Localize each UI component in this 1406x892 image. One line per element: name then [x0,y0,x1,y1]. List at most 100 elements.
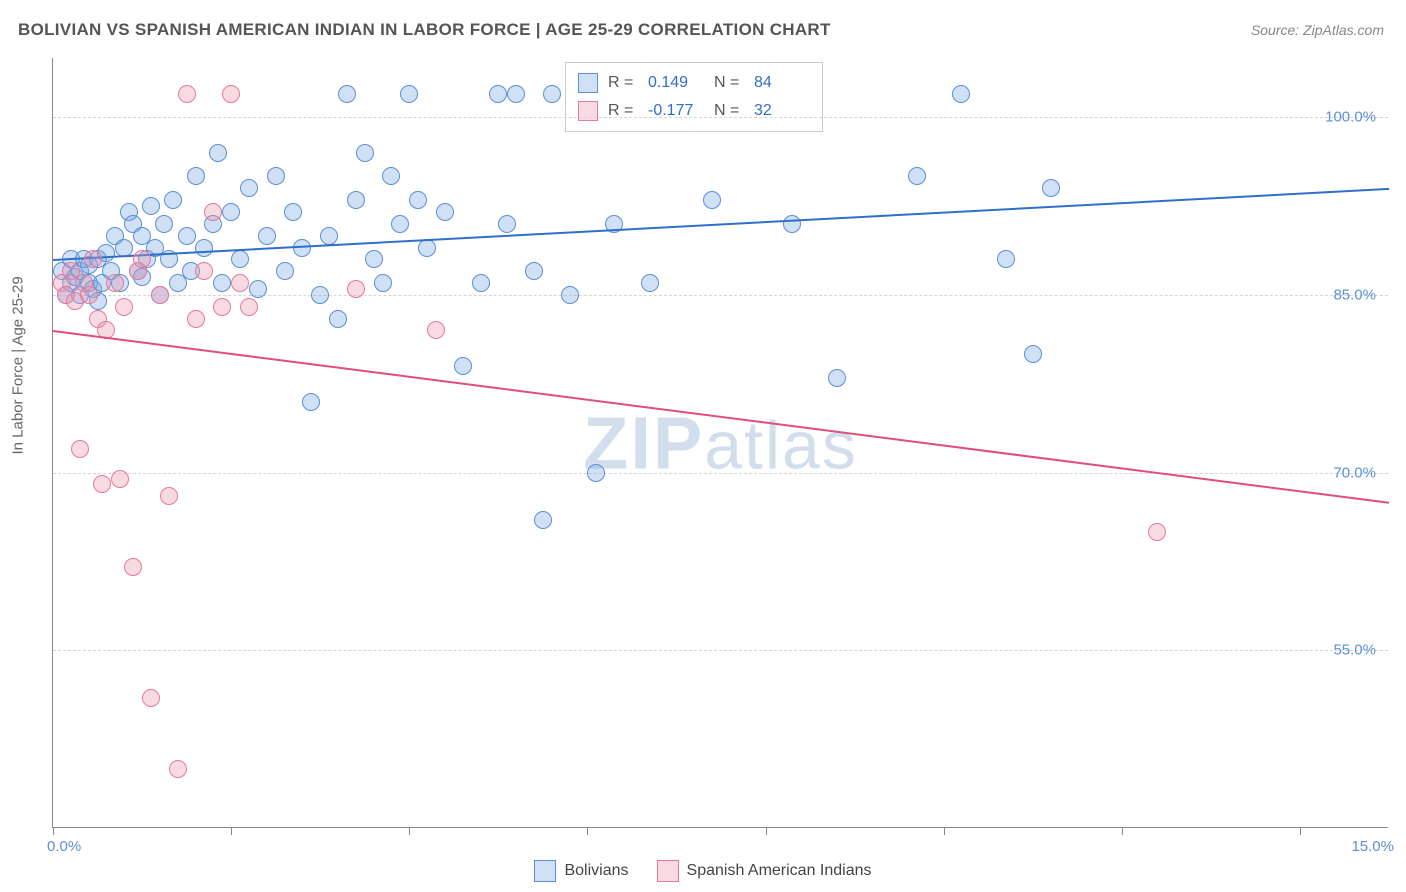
data-point [1024,345,1042,363]
y-axis-title: In Labor Force | Age 25-29 [10,276,27,454]
data-point [249,280,267,298]
data-point [507,85,525,103]
data-point [231,250,249,268]
plot-area: ZIPatlas R = 0.149 N = 84 R = -0.177 N =… [52,58,1388,828]
data-point [365,250,383,268]
trend-line [53,330,1389,504]
data-point [84,250,102,268]
data-point [320,227,338,245]
x-tick [53,827,54,835]
x-tick [409,827,410,835]
data-point [382,167,400,185]
chart-title: BOLIVIAN VS SPANISH AMERICAN INDIAN IN L… [18,20,831,40]
data-point [133,250,151,268]
chart-container: BOLIVIAN VS SPANISH AMERICAN INDIAN IN L… [0,0,1406,892]
data-point [329,310,347,328]
x-tick [587,827,588,835]
data-point [142,689,160,707]
y-tick-label: 55.0% [1333,642,1376,659]
data-point [374,274,392,292]
data-point [409,191,427,209]
x-min-label: 0.0% [47,838,81,855]
data-point [828,369,846,387]
data-point [997,250,1015,268]
stats-row-spanish: R = -0.177 N = 32 [578,97,810,125]
data-point [427,321,445,339]
data-point [240,298,258,316]
data-point [231,274,249,292]
data-point [347,280,365,298]
data-point [240,179,258,197]
data-point [80,286,98,304]
x-tick [1300,827,1301,835]
data-point [489,85,507,103]
x-tick [766,827,767,835]
data-point [338,85,356,103]
data-point [525,262,543,280]
data-point [952,85,970,103]
data-point [213,274,231,292]
data-point [164,191,182,209]
data-point [71,440,89,458]
data-point [209,144,227,162]
data-point [311,286,329,304]
x-tick [1122,827,1123,835]
data-point [347,191,365,209]
data-point [106,274,124,292]
stats-box: R = 0.149 N = 84 R = -0.177 N = 32 [565,62,823,132]
data-point [534,511,552,529]
legend-label-bolivians: Bolivians [564,862,628,880]
r-value-bolivians: 0.149 [648,74,704,92]
data-point [93,475,111,493]
data-point [169,760,187,778]
y-tick-label: 85.0% [1333,286,1376,303]
legend-label-spanish: Spanish American Indians [687,862,872,880]
data-point [187,310,205,328]
data-point [356,144,374,162]
data-point [284,203,302,221]
data-point [222,203,240,221]
data-point [195,239,213,257]
data-point [276,262,294,280]
data-point [267,167,285,185]
swatch-bolivians [578,73,598,93]
r-label: R = [608,74,638,92]
data-point [160,487,178,505]
data-point [111,470,129,488]
data-point [561,286,579,304]
data-point [391,215,409,233]
n-label: N = [714,74,744,92]
data-point [908,167,926,185]
data-point [543,85,561,103]
data-point [195,262,213,280]
data-point [703,191,721,209]
data-point [783,215,801,233]
data-point [302,393,320,411]
data-point [454,357,472,375]
y-tick-label: 100.0% [1325,109,1376,126]
data-point [213,298,231,316]
data-point [498,215,516,233]
data-point [155,215,173,233]
data-point [222,85,240,103]
x-tick [944,827,945,835]
y-tick-label: 70.0% [1333,464,1376,481]
source-label: Source: ZipAtlas.com [1251,22,1384,38]
data-point [1148,523,1166,541]
gridline-h [53,473,1388,474]
stats-row-bolivians: R = 0.149 N = 84 [578,69,810,97]
legend-swatch-spanish [657,860,679,882]
data-point [587,464,605,482]
data-point [400,85,418,103]
data-point [258,227,276,245]
data-point [641,274,659,292]
data-point [151,286,169,304]
legend-item-spanish: Spanish American Indians [657,860,872,882]
gridline-h [53,117,1388,118]
data-point [436,203,454,221]
data-point [124,558,142,576]
x-max-label: 15.0% [1351,838,1394,855]
data-point [115,298,133,316]
data-point [142,197,160,215]
n-value-bolivians: 84 [754,74,810,92]
